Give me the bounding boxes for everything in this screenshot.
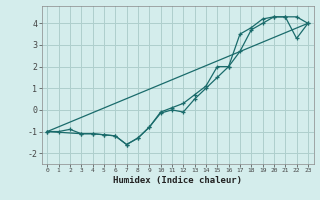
X-axis label: Humidex (Indice chaleur): Humidex (Indice chaleur) [113,176,242,185]
